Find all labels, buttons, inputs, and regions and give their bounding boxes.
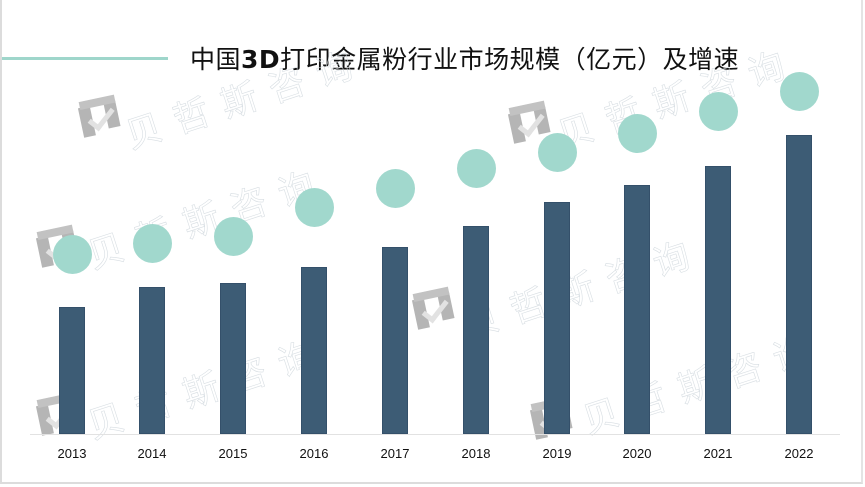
watermark-text: 贝哲斯咨询 (82, 161, 334, 278)
watermark-text: 贝哲斯咨询 (457, 231, 709, 348)
x-tick-label: 2019 (542, 446, 572, 461)
growth-marker-2022 (780, 72, 819, 111)
x-tick-label: 2021 (703, 446, 733, 461)
growth-marker-2013 (53, 235, 92, 274)
growth-marker-2017 (376, 169, 415, 208)
x-tick-label: 2014 (137, 446, 167, 461)
title-bold: 3D (241, 45, 281, 74)
growth-marker-2021 (699, 92, 738, 131)
title-accent-rule (2, 57, 168, 60)
bar-2019 (544, 202, 570, 434)
bar-2017 (382, 247, 408, 434)
bar-2018 (463, 226, 489, 434)
bar-2016 (301, 267, 327, 434)
bar-2022 (786, 135, 812, 434)
watermark-logo-icon (77, 94, 124, 138)
bar-2020 (624, 185, 650, 434)
growth-marker-2014 (133, 224, 172, 263)
x-tick-label: 2018 (461, 446, 491, 461)
bar-2013 (59, 307, 85, 434)
x-tick-label: 2013 (57, 446, 87, 461)
growth-marker-2016 (295, 188, 334, 227)
growth-marker-2019 (538, 133, 577, 172)
x-tick-label: 2015 (218, 446, 248, 461)
x-tick-label: 2017 (380, 446, 410, 461)
growth-marker-2015 (214, 217, 253, 256)
x-tick-label: 2016 (299, 446, 329, 461)
growth-marker-2020 (618, 114, 657, 153)
title-suffix: 打印金属粉行业市场规模（亿元）及增速 (280, 45, 740, 74)
title-prefix: 中国 (190, 45, 242, 74)
watermark-text: 贝哲斯咨询 (82, 331, 334, 448)
watermark-logo-icon (411, 286, 458, 330)
bar-2014 (139, 287, 165, 434)
bar-2015 (220, 283, 246, 434)
x-tick-label: 2022 (784, 446, 814, 461)
x-tick-label: 2020 (622, 446, 652, 461)
growth-marker-2018 (457, 149, 496, 188)
bar-2021 (705, 166, 731, 434)
chart-title: 中国3D打印金属粉行业市场规模（亿元）及增速 (190, 40, 739, 76)
x-axis-line (30, 434, 840, 435)
